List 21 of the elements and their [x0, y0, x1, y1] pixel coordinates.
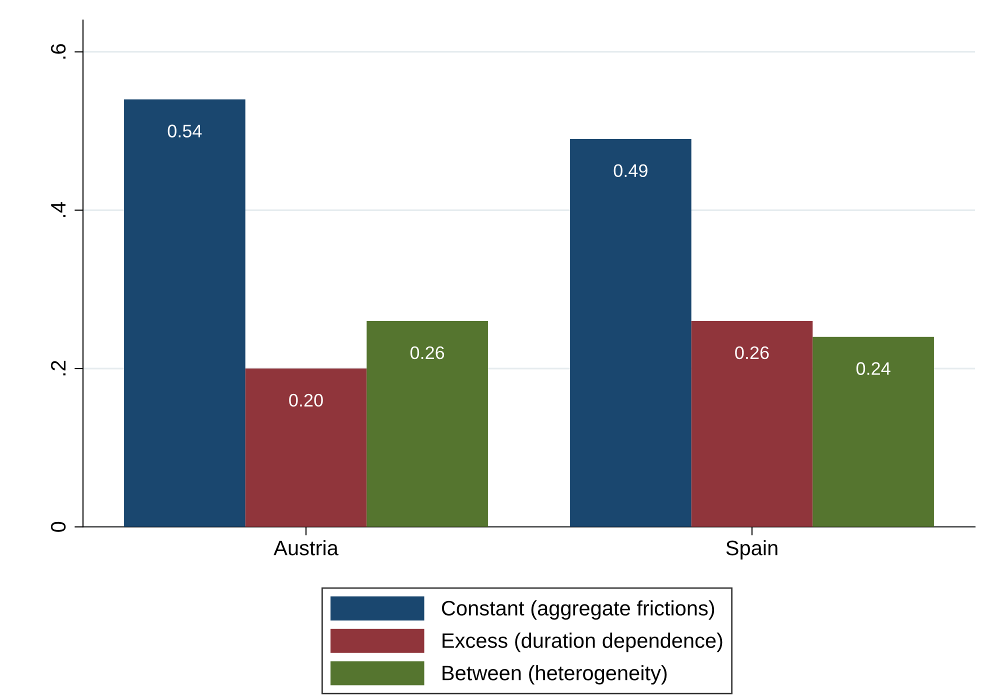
bar	[124, 99, 246, 527]
data-label: 0.54	[168, 124, 202, 138]
bar	[245, 368, 367, 527]
data-label: 0.24	[856, 362, 890, 375]
bar	[366, 321, 488, 527]
y-tick-label: .2	[50, 360, 66, 376]
y-tick-label: 0	[50, 522, 66, 532]
x-tick-label: Spain	[726, 540, 778, 560]
data-label: 0.26	[410, 346, 444, 360]
y-tick-label: .6	[50, 44, 66, 59]
legend-label: Constant (aggregate frictions)	[442, 600, 714, 620]
legend-label: Excess (duration dependence)	[442, 632, 722, 652]
bar	[570, 138, 692, 527]
y-tick-label: .4	[51, 202, 66, 217]
bar	[812, 336, 934, 527]
data-label: 0.26	[735, 346, 769, 360]
legend-label: Between (heterogeneity)	[442, 665, 667, 685]
x-tick-label: Austria	[274, 540, 338, 556]
data-label: 0.20	[289, 394, 323, 407]
bar	[691, 321, 813, 527]
data-label: 0.49	[614, 164, 648, 178]
